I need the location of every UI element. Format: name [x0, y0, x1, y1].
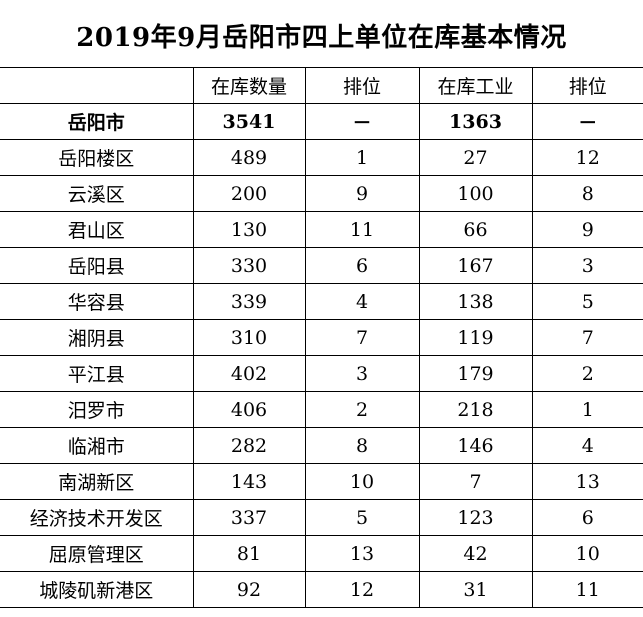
count-cell: 402 [192, 355, 306, 392]
table-row: 汨罗市 406 2 218 1 [0, 391, 643, 428]
total-row: 岳阳市 3541 － 1363 － [0, 103, 643, 140]
industry-cell: 146 [418, 427, 533, 464]
header-cell-industry: 在库工业 [418, 67, 533, 104]
table-row: 南湖新区 143 10 7 13 [0, 463, 643, 500]
industry-rank-cell: 2 [531, 355, 643, 392]
count-cell: 200 [192, 175, 306, 212]
table-row: 华容县 339 4 138 5 [0, 283, 643, 320]
industry-rank-cell: 8 [531, 175, 643, 212]
header-cell-industry-rank: 排位 [531, 67, 643, 104]
rank-cell: 3 [304, 355, 420, 392]
industry-cell: 27 [418, 139, 533, 176]
industry-cell: 7 [418, 463, 533, 500]
industry-rank-cell: 13 [531, 463, 643, 500]
industry-cell: 123 [418, 499, 533, 536]
count-cell: 3541 [192, 103, 306, 140]
count-cell: 130 [192, 211, 306, 248]
table-row: 临湘市 282 8 146 4 [0, 427, 643, 464]
table-row: 岳阳楼区 489 1 27 12 [0, 139, 643, 176]
industry-cell: 100 [418, 175, 533, 212]
region-cell: 南湖新区 [0, 463, 194, 500]
table-row: 岳阳县 330 6 167 3 [0, 247, 643, 284]
industry-cell: 31 [418, 571, 533, 608]
industry-cell: 66 [418, 211, 533, 248]
table-row: 君山区 130 11 66 9 [0, 211, 643, 248]
table-row: 经济技术开发区 337 5 123 6 [0, 499, 643, 536]
rank-cell: 1 [304, 139, 420, 176]
industry-rank-cell: 6 [531, 499, 643, 536]
rank-cell: 11 [304, 211, 420, 248]
region-cell: 岳阳市 [0, 103, 194, 140]
industry-cell: 119 [418, 319, 533, 356]
count-cell: 489 [192, 139, 306, 176]
region-cell: 湘阴县 [0, 319, 194, 356]
industry-rank-cell: 5 [531, 283, 643, 320]
industry-cell: 1363 [418, 103, 533, 140]
header-cell-region [0, 67, 194, 104]
rank-cell: 4 [304, 283, 420, 320]
region-cell: 经济技术开发区 [0, 499, 194, 536]
industry-cell: 179 [418, 355, 533, 392]
industry-cell: 218 [418, 391, 533, 428]
region-cell: 岳阳县 [0, 247, 194, 284]
industry-rank-cell: － [531, 103, 643, 140]
count-cell: 81 [192, 535, 306, 572]
table-row: 湘阴县 310 7 119 7 [0, 319, 643, 356]
rank-cell: 13 [304, 535, 420, 572]
count-cell: 310 [192, 319, 306, 356]
rank-cell: 2 [304, 391, 420, 428]
table-row: 平江县 402 3 179 2 [0, 355, 643, 392]
region-cell: 屈原管理区 [0, 535, 194, 572]
industry-rank-cell: 12 [531, 139, 643, 176]
industry-cell: 138 [418, 283, 533, 320]
industry-rank-cell: 9 [531, 211, 643, 248]
count-cell: 330 [192, 247, 306, 284]
rank-cell: 7 [304, 319, 420, 356]
region-cell: 城陵矶新港区 [0, 571, 194, 608]
region-cell: 平江县 [0, 355, 194, 392]
industry-rank-cell: 10 [531, 535, 643, 572]
count-cell: 282 [192, 427, 306, 464]
rank-cell: 10 [304, 463, 420, 500]
industry-rank-cell: 7 [531, 319, 643, 356]
stats-table: 在库数量 排位 在库工业 排位 岳阳市 3541 － 1363 － 岳阳楼区 48… [0, 67, 643, 608]
rank-cell: 8 [304, 427, 420, 464]
rank-cell: － [304, 103, 420, 140]
page-title: 2019年9月岳阳市四上单位在库基本情况 [76, 23, 567, 53]
header-row: 在库数量 排位 在库工业 排位 [0, 67, 643, 104]
industry-rank-cell: 4 [531, 427, 643, 464]
header-cell-count: 在库数量 [192, 67, 306, 104]
region-cell: 汨罗市 [0, 391, 194, 428]
region-cell: 临湘市 [0, 427, 194, 464]
industry-cell: 167 [418, 247, 533, 284]
count-cell: 339 [192, 283, 306, 320]
count-cell: 92 [192, 571, 306, 608]
table-body: 岳阳楼区 489 1 27 12 云溪区 200 9 100 8 君山区 130 11 66 9 岳阳县 330… [0, 139, 643, 608]
table-row: 屈原管理区 81 13 42 10 [0, 535, 643, 572]
region-cell: 君山区 [0, 211, 194, 248]
table-row: 城陵矶新港区 92 12 31 11 [0, 571, 643, 608]
region-cell: 云溪区 [0, 175, 194, 212]
rank-cell: 6 [304, 247, 420, 284]
header-cell-count-rank: 排位 [304, 67, 420, 104]
count-cell: 337 [192, 499, 306, 536]
industry-rank-cell: 11 [531, 571, 643, 608]
rank-cell: 9 [304, 175, 420, 212]
industry-cell: 42 [418, 535, 533, 572]
industry-rank-cell: 3 [531, 247, 643, 284]
count-cell: 406 [192, 391, 306, 428]
region-cell: 华容县 [0, 283, 194, 320]
industry-rank-cell: 1 [531, 391, 643, 428]
region-cell: 岳阳楼区 [0, 139, 194, 176]
table-row: 云溪区 200 9 100 8 [0, 175, 643, 212]
count-cell: 143 [192, 463, 306, 500]
rank-cell: 12 [304, 571, 420, 608]
rank-cell: 5 [304, 499, 420, 536]
